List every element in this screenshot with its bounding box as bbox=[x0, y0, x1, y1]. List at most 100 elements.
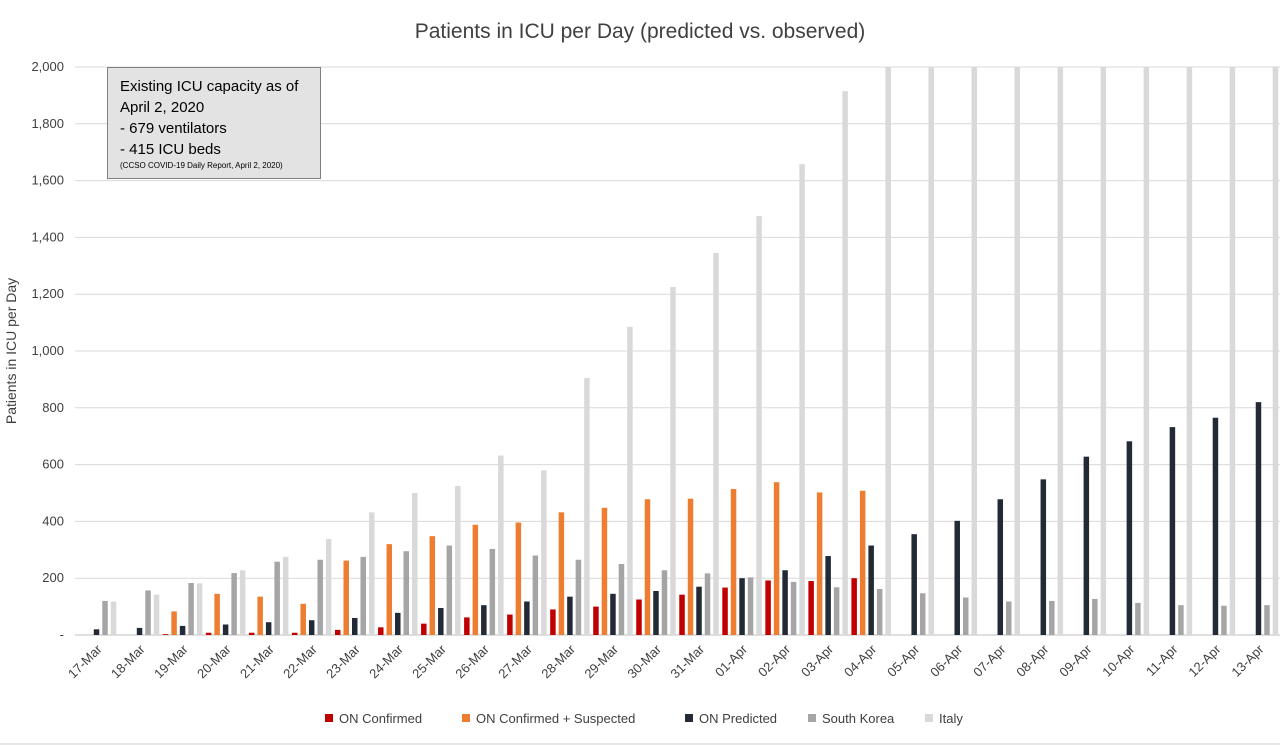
bar-italy bbox=[1100, 67, 1107, 635]
bar-on-confirmed bbox=[464, 617, 470, 635]
legend-label: Italy bbox=[939, 711, 963, 726]
x-tick-label: 17-Mar bbox=[65, 641, 105, 681]
note-line-4: - 415 ICU beds bbox=[120, 141, 221, 158]
y-tick-label: 200 bbox=[42, 570, 64, 585]
bars bbox=[93, 67, 1279, 636]
bar-south-korea bbox=[145, 590, 151, 635]
x-tick-label: 26-Mar bbox=[452, 641, 492, 681]
note-line-3: - 679 ventilators bbox=[120, 120, 227, 137]
bar-on-confirmed bbox=[679, 594, 685, 635]
bar-on-confirmed-suspected bbox=[214, 593, 220, 635]
legend-swatch bbox=[808, 714, 816, 722]
y-axis-ticks: - 200 400 600 800 1,000 1,200 1,400 1,600 1,800 2,… bbox=[31, 59, 64, 642]
bar-on-confirmed bbox=[248, 632, 255, 635]
bar-italy bbox=[282, 556, 289, 635]
bar-on-confirmed bbox=[334, 629, 341, 635]
x-tick-label: 05-Apr bbox=[884, 641, 923, 680]
bar-italy bbox=[1143, 67, 1150, 635]
bar-on-confirmed-suspected bbox=[816, 492, 823, 635]
x-tick-label: 24-Mar bbox=[366, 641, 406, 681]
y-tick-label: 1,600 bbox=[31, 173, 64, 188]
bar-south-korea bbox=[1092, 598, 1098, 635]
x-tick-label: 11-Apr bbox=[1143, 641, 1181, 679]
x-tick-label: 27-Mar bbox=[495, 641, 535, 681]
bar-italy bbox=[713, 253, 719, 635]
x-tick-label: 09-Apr bbox=[1056, 641, 1095, 680]
bar-on-confirmed bbox=[722, 587, 728, 635]
x-tick-label: 20-Mar bbox=[194, 641, 234, 681]
bar-on-confirmed-suspected bbox=[687, 498, 694, 635]
bar-italy bbox=[627, 326, 633, 635]
bar-italy bbox=[110, 601, 117, 635]
y-tick-label: 1,400 bbox=[31, 229, 64, 244]
x-tick-label: 29-Mar bbox=[581, 641, 621, 681]
bar-italy bbox=[153, 594, 160, 635]
y-tick-label: 600 bbox=[42, 457, 64, 472]
bar-on-predicted bbox=[351, 617, 358, 635]
bar-south-korea bbox=[274, 561, 280, 635]
bar-on-predicted bbox=[1169, 427, 1176, 635]
bar-south-korea bbox=[102, 600, 108, 635]
bar-on-predicted bbox=[696, 586, 702, 635]
x-tick-label: 12-Apr bbox=[1185, 641, 1224, 680]
bar-south-korea bbox=[704, 573, 711, 635]
bar-on-confirmed bbox=[507, 614, 513, 635]
bar-south-korea bbox=[618, 564, 625, 635]
bar-italy bbox=[756, 216, 762, 635]
bar-on-predicted bbox=[481, 605, 487, 635]
x-tick-label: 06-Apr bbox=[927, 641, 966, 680]
bar-on-confirmed-suspected bbox=[730, 489, 737, 635]
legend-label: ON Confirmed bbox=[339, 711, 422, 726]
bar-italy bbox=[584, 377, 590, 635]
y-tick-label: 1,200 bbox=[31, 286, 64, 301]
bar-on-confirmed-suspected bbox=[429, 536, 436, 635]
bar-on-confirmed bbox=[593, 606, 599, 635]
bar-on-predicted bbox=[1083, 456, 1090, 635]
bar-italy bbox=[541, 470, 547, 635]
icu-capacity-note: Existing ICU capacity as of April 2, 202… bbox=[107, 67, 321, 179]
bar-on-confirmed bbox=[808, 581, 814, 635]
x-tick-label: 22-Mar bbox=[280, 641, 320, 681]
chart-title: Patients in ICU per Day (predicted vs. o… bbox=[415, 20, 866, 43]
y-tick-label: 1,800 bbox=[31, 116, 64, 131]
bar-south-korea bbox=[532, 555, 539, 635]
bar-on-predicted bbox=[136, 627, 143, 635]
bar-italy bbox=[196, 583, 203, 635]
bar-on-confirmed-suspected bbox=[171, 611, 177, 635]
legend-swatch bbox=[685, 714, 693, 722]
bar-on-predicted bbox=[911, 534, 917, 635]
y-tick-label: - bbox=[60, 627, 64, 642]
bar-italy bbox=[1057, 67, 1064, 635]
x-tick-label: 31-Mar bbox=[667, 641, 707, 681]
bar-on-confirmed bbox=[291, 632, 298, 635]
bar-south-korea bbox=[446, 545, 453, 635]
x-tick-label: 28-Mar bbox=[538, 641, 578, 681]
bar-on-predicted bbox=[438, 608, 444, 635]
bar-on-predicted bbox=[1212, 417, 1219, 635]
y-tick-label: 400 bbox=[42, 513, 64, 528]
bar-on-confirmed bbox=[205, 632, 212, 635]
bar-south-korea bbox=[1049, 600, 1055, 635]
bar-south-korea bbox=[231, 573, 237, 635]
x-tick-label: 07-Apr bbox=[970, 641, 1009, 680]
bar-on-predicted bbox=[93, 629, 100, 635]
bar-italy bbox=[498, 455, 504, 635]
bar-south-korea bbox=[489, 548, 496, 635]
y-tick-label: 1,000 bbox=[31, 343, 64, 358]
bar-south-korea bbox=[919, 593, 926, 635]
x-tick-label: 01-Apr bbox=[712, 641, 751, 680]
bar-on-predicted bbox=[265, 622, 272, 635]
legend-swatch bbox=[462, 714, 470, 722]
bar-on-confirmed-suspected bbox=[558, 512, 565, 635]
bar-italy bbox=[239, 570, 246, 635]
bar-on-predicted bbox=[222, 624, 229, 635]
bar-south-korea bbox=[661, 570, 668, 635]
bar-on-confirmed bbox=[378, 627, 384, 635]
bar-on-confirmed-suspected bbox=[343, 560, 349, 635]
bar-south-korea bbox=[403, 551, 410, 635]
bar-on-predicted bbox=[610, 593, 616, 635]
bar-south-korea bbox=[317, 559, 323, 635]
bar-italy bbox=[842, 91, 848, 635]
bar-italy bbox=[885, 67, 891, 635]
bar-italy bbox=[1186, 67, 1193, 635]
